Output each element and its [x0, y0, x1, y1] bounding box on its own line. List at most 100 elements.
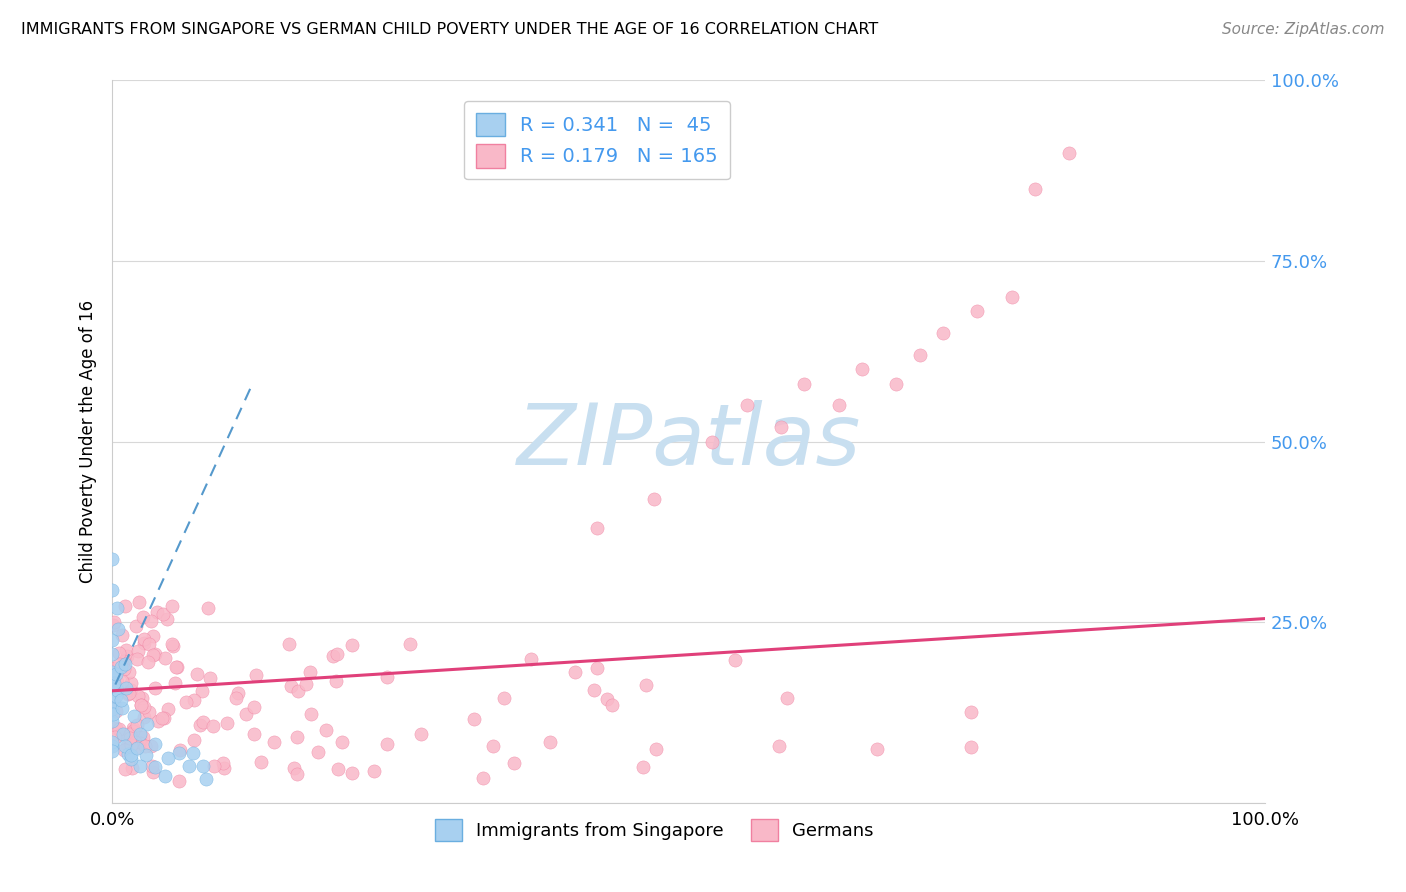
- Point: [330, 735, 353, 749]
- Point: [145, 647, 167, 661]
- Point: [141, 764, 163, 779]
- Point: [118, 686, 141, 700]
- Point: [141, 739, 163, 753]
- Point: [129, 727, 152, 741]
- Point: [503, 756, 526, 770]
- Point: [105, 683, 128, 698]
- Point: [190, 718, 212, 732]
- Point: [122, 723, 145, 738]
- Point: [169, 774, 191, 789]
- Point: [202, 719, 225, 733]
- Legend: Immigrants from Singapore, Germans: Immigrants from Singapore, Germans: [427, 812, 882, 848]
- Point: [135, 747, 157, 762]
- Point: [150, 711, 173, 725]
- Point: [212, 761, 235, 775]
- Point: [103, 706, 125, 721]
- Point: [104, 667, 127, 681]
- Point: [101, 668, 124, 682]
- Point: [851, 362, 873, 376]
- Point: [193, 715, 215, 730]
- Point: [183, 733, 205, 747]
- Point: [793, 376, 815, 391]
- Point: [117, 747, 139, 762]
- Point: [866, 742, 889, 756]
- Point: [263, 734, 285, 748]
- Point: [105, 690, 128, 704]
- Point: [146, 605, 169, 619]
- Point: [1024, 182, 1046, 196]
- Point: [631, 759, 654, 773]
- Point: [122, 709, 145, 723]
- Point: [108, 657, 131, 672]
- Point: [136, 717, 159, 731]
- Point: [287, 684, 309, 698]
- Point: [141, 758, 163, 772]
- Point: [120, 727, 142, 741]
- Point: [886, 376, 908, 391]
- Point: [186, 667, 208, 681]
- Point: [770, 420, 793, 434]
- Point: [285, 730, 308, 744]
- Point: [138, 637, 160, 651]
- Point: [101, 676, 124, 690]
- Point: [132, 610, 155, 624]
- Point: [101, 582, 124, 597]
- Point: [118, 739, 141, 754]
- Point: [226, 686, 249, 700]
- Point: [165, 660, 187, 674]
- Point: [315, 723, 337, 737]
- Point: [112, 743, 135, 757]
- Point: [245, 667, 267, 681]
- Point: [250, 756, 273, 770]
- Point: [138, 656, 160, 670]
- Point: [520, 652, 543, 666]
- Point: [125, 740, 148, 755]
- Point: [243, 727, 266, 741]
- Point: [143, 760, 166, 774]
- Point: [105, 704, 128, 718]
- Point: [1001, 290, 1024, 304]
- Point: [103, 697, 125, 711]
- Point: [215, 716, 238, 731]
- Point: [600, 698, 623, 712]
- Point: [735, 398, 758, 412]
- Point: [191, 759, 214, 773]
- Point: [169, 742, 191, 756]
- Point: [243, 699, 266, 714]
- Point: [101, 647, 124, 661]
- Point: [118, 665, 141, 679]
- Text: Source: ZipAtlas.com: Source: ZipAtlas.com: [1222, 22, 1385, 37]
- Point: [409, 727, 432, 741]
- Point: [183, 693, 205, 707]
- Point: [101, 702, 124, 716]
- Point: [190, 684, 212, 698]
- Point: [195, 772, 218, 786]
- Point: [160, 637, 183, 651]
- Point: [198, 672, 221, 686]
- Point: [134, 632, 156, 647]
- Point: [908, 348, 931, 362]
- Point: [960, 705, 983, 719]
- Point: [132, 710, 155, 724]
- Point: [294, 677, 316, 691]
- Point: [101, 696, 124, 710]
- Point: [101, 735, 124, 749]
- Point: [583, 683, 606, 698]
- Point: [828, 398, 851, 412]
- Point: [110, 673, 132, 688]
- Point: [322, 648, 344, 663]
- Point: [111, 658, 134, 673]
- Point: [285, 766, 308, 780]
- Point: [110, 727, 132, 741]
- Point: [197, 600, 219, 615]
- Point: [596, 691, 619, 706]
- Point: [143, 737, 166, 751]
- Point: [325, 674, 347, 689]
- Point: [131, 690, 153, 705]
- Point: [129, 736, 152, 750]
- Point: [280, 679, 302, 693]
- Point: [111, 727, 134, 741]
- Point: [298, 665, 321, 679]
- Point: [105, 675, 128, 690]
- Point: [128, 595, 150, 609]
